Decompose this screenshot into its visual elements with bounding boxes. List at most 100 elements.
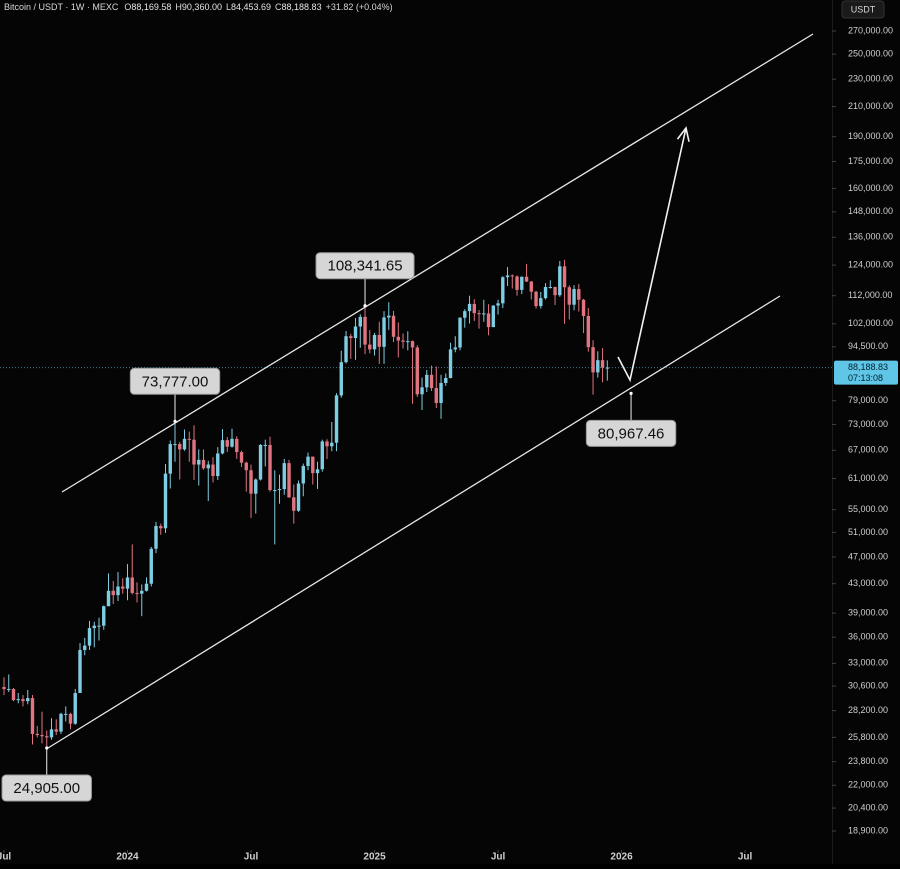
candle-body bbox=[54, 729, 58, 732]
candle-body bbox=[282, 463, 286, 490]
candle-body bbox=[21, 699, 25, 702]
ohlc-value: 88,169.58 bbox=[131, 2, 171, 12]
candle-body bbox=[273, 490, 277, 492]
y-tick-label: 270,000.00 bbox=[848, 25, 893, 35]
candle-body bbox=[572, 289, 576, 305]
x-tick-label: 2025 bbox=[363, 852, 386, 863]
candle-body bbox=[116, 586, 120, 596]
candle-body bbox=[187, 438, 191, 440]
candle-body bbox=[30, 698, 35, 734]
candle-body bbox=[391, 315, 396, 337]
candle-body bbox=[591, 347, 595, 373]
candle-body bbox=[121, 586, 125, 589]
candle-body bbox=[339, 362, 343, 396]
ohlc-value: 84,453.69 bbox=[231, 2, 271, 12]
candle-body bbox=[577, 289, 581, 300]
annotations: 108,341.65 73,777.00 24,905.00 80,967.46 bbox=[1, 252, 677, 802]
candle-body bbox=[382, 317, 386, 347]
annotation-point bbox=[173, 419, 177, 423]
annotation-point bbox=[629, 391, 633, 395]
candle-body bbox=[448, 349, 453, 378]
x-tick-label: 2026 bbox=[610, 852, 633, 863]
candle-body bbox=[396, 336, 400, 341]
candle-body bbox=[467, 303, 472, 312]
y-tick-label: 230,000.00 bbox=[848, 74, 893, 84]
y-tick-label: 61,000.00 bbox=[848, 473, 888, 483]
candle-body bbox=[92, 625, 96, 629]
y-tick-label: 79,000.00 bbox=[848, 395, 888, 405]
candle-body bbox=[197, 459, 201, 465]
candle-body bbox=[482, 313, 486, 315]
candle-body bbox=[477, 313, 481, 315]
candle-body bbox=[301, 465, 305, 484]
candle-body bbox=[140, 590, 144, 594]
candle-body bbox=[68, 713, 73, 724]
candle-body bbox=[605, 367, 610, 369]
y-tick-label: 175,000.00 bbox=[848, 156, 893, 166]
candle-body bbox=[453, 347, 457, 350]
candle-body bbox=[73, 693, 77, 724]
candle-body bbox=[543, 286, 548, 299]
candle-body bbox=[173, 444, 177, 446]
candle-body bbox=[45, 736, 49, 738]
y-tick-label: 30,600.00 bbox=[848, 680, 888, 690]
annotation-box bbox=[129, 367, 221, 395]
y-tick-label: 51,000.00 bbox=[848, 527, 888, 537]
currency[interactable]: USDT bbox=[851, 4, 876, 14]
channel-lower bbox=[47, 295, 781, 749]
candle-body bbox=[235, 438, 239, 453]
candle-body bbox=[268, 444, 272, 491]
candle-body bbox=[330, 442, 334, 447]
y-tick-label: 160,000.00 bbox=[848, 183, 893, 193]
candle-body bbox=[425, 374, 429, 388]
candle-body bbox=[178, 444, 182, 450]
y-tick-label: 112,000.00 bbox=[848, 290, 892, 300]
candle-body bbox=[192, 439, 196, 465]
candle-body bbox=[216, 453, 220, 477]
ohlc-key: L bbox=[226, 2, 231, 12]
candle-body bbox=[16, 699, 20, 701]
x-tick-label: Jul bbox=[491, 852, 506, 863]
candle-body bbox=[306, 456, 310, 466]
candle-body bbox=[515, 276, 519, 290]
arrow-head bbox=[676, 126, 690, 142]
candle-body bbox=[353, 326, 358, 339]
candle-body bbox=[244, 462, 248, 471]
candle-body bbox=[529, 281, 533, 292]
candle-body bbox=[7, 689, 11, 691]
candle-body bbox=[154, 525, 158, 549]
candle-body bbox=[315, 469, 320, 474]
candle-body bbox=[520, 276, 524, 290]
ohlc-value: 90,360.00 bbox=[182, 2, 222, 12]
candle-body bbox=[40, 735, 44, 737]
candle-body bbox=[358, 316, 362, 327]
currency-button[interactable] bbox=[841, 0, 885, 19]
candle-body bbox=[463, 311, 467, 318]
annotation-label: 108,341.65 bbox=[327, 258, 402, 275]
annotation-label: 24,905.00 bbox=[13, 780, 80, 797]
candle-body bbox=[102, 606, 106, 626]
y-tick-label: 124,000.00 bbox=[848, 259, 893, 269]
candle-body bbox=[254, 479, 258, 494]
candle-body bbox=[258, 444, 263, 480]
candle-body bbox=[230, 438, 234, 447]
candle-body bbox=[277, 489, 282, 491]
ohlc-key: O bbox=[124, 2, 131, 12]
candle-body bbox=[534, 291, 538, 307]
candle-body bbox=[220, 440, 225, 454]
candle-body bbox=[296, 483, 301, 511]
candle-body bbox=[410, 341, 415, 348]
y-tick-label: 190,000.00 bbox=[848, 131, 893, 141]
x-tick-label: Jul bbox=[0, 852, 11, 863]
candle-body bbox=[349, 336, 353, 339]
candle-body bbox=[372, 334, 377, 350]
candle-body bbox=[287, 463, 291, 498]
y-tick-label: 39,000.00 bbox=[848, 607, 888, 617]
y-tick-label: 18,900.00 bbox=[848, 825, 888, 835]
ohlc-value: 88,188.83 bbox=[282, 2, 322, 12]
x-tick-label: Jul bbox=[738, 852, 753, 863]
candle-body bbox=[201, 459, 206, 469]
